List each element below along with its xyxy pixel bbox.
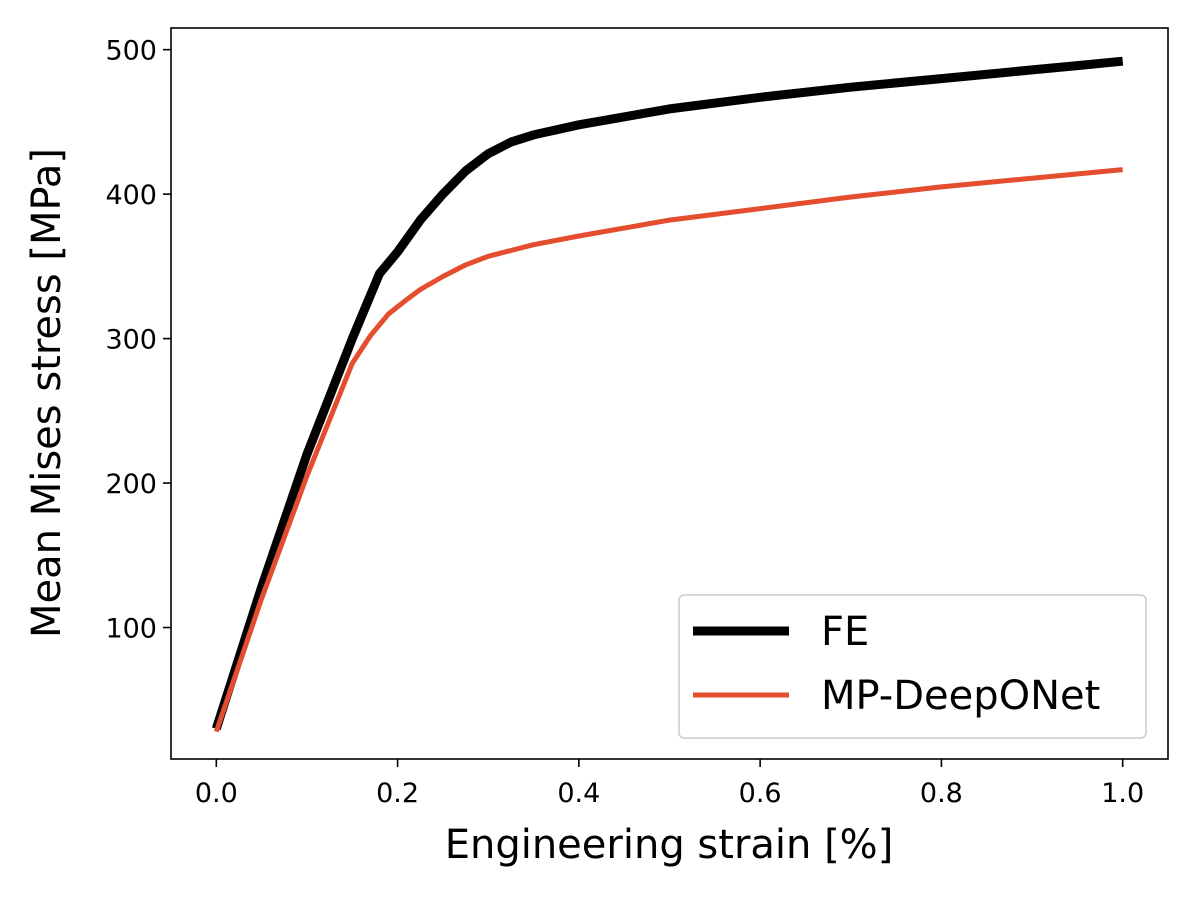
y-tick-label: 100: [105, 614, 157, 645]
legend-box: [678, 594, 1147, 739]
y-tick-label: 300: [105, 325, 157, 356]
x-axis: 0.0 0.2 0.4 0.6 0.8 1.0: [195, 759, 1144, 809]
y-axis-label: Mean Mises stress [MPa]: [24, 148, 70, 638]
x-tick-label: 0.2: [376, 778, 419, 809]
y-tick-label: 200: [105, 469, 157, 500]
series-layer: [212, 56, 1124, 733]
legend-label-mp-deeponet: MP-DeepONet: [821, 673, 1100, 719]
x-tick-label: 0.0: [195, 778, 238, 809]
plot-frame: [170, 27, 1169, 760]
x-tick-label: 1.0: [1101, 778, 1144, 809]
y-tick-label: 400: [105, 180, 157, 211]
y-axis: 100 200 300 400 500: [105, 36, 171, 645]
y-tick-label: 500: [105, 36, 157, 67]
series-line-fe: [212, 56, 1124, 731]
x-tick-label: 0.6: [739, 778, 782, 809]
series-line-mp-deeponet: [213, 167, 1123, 733]
legend-label-fe: FE: [821, 609, 869, 655]
x-tick-label: 0.4: [557, 778, 600, 809]
legend: FE MP-DeepONet: [678, 594, 1147, 739]
x-axis-label: Engineering strain [%]: [445, 822, 894, 868]
x-tick-label: 0.8: [920, 778, 963, 809]
